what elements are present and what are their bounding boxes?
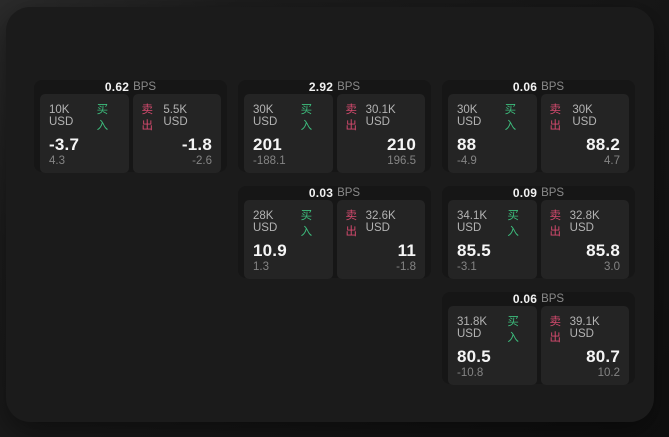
- sell-sub-value: -1.8: [396, 261, 416, 273]
- bps-header: 0.06 BPS: [442, 80, 635, 94]
- buy-amount: 34.1K USD: [457, 210, 488, 234]
- bps-unit-label: BPS: [337, 187, 361, 199]
- bps-unit-label: BPS: [133, 81, 157, 93]
- sell-sub-value: 196.5: [387, 155, 416, 167]
- buy-price: 80.5: [457, 347, 491, 366]
- bps-value: 0.03: [308, 186, 334, 200]
- buy-price: 201: [253, 135, 282, 154]
- sell-amount: 32.6K USD: [365, 210, 396, 234]
- sell-side-label: 卖出: [345, 104, 358, 132]
- quote-card-body: 10K USD 买入 -3.7 4.3 卖出 5.5K USD -1.8 -2.…: [34, 94, 227, 179]
- sell-price: 210: [387, 135, 416, 154]
- buy-price: -3.7: [49, 135, 80, 154]
- buy-sub-value: 4.3: [49, 155, 65, 167]
- buy-side-label: 买入: [504, 104, 517, 132]
- buy-amount: 28K USD: [253, 210, 278, 234]
- buy-side-label: 买入: [300, 210, 313, 238]
- buy-sub-value: 1.3: [253, 261, 269, 273]
- buy-sub-value: -4.9: [457, 155, 477, 167]
- sell-sub-value: -2.6: [192, 155, 212, 167]
- buy-side-label: 买入: [507, 210, 519, 238]
- sell-panel[interactable]: 卖出 32.6K USD 11 -1.8: [336, 200, 425, 279]
- quote-card: 0.06 BPS 30K USD 买入 88 -4.9 卖出 30K USD: [442, 80, 635, 173]
- bps-unit-label: BPS: [337, 81, 361, 93]
- sell-price: 85.8: [586, 241, 620, 260]
- quote-card: 0.62 BPS 10K USD 买入 -3.7 4.3 卖出 5.5K USD: [34, 80, 227, 173]
- quote-cards-grid: 0.62 BPS 10K USD 买入 -3.7 4.3 卖出 5.5K USD: [34, 80, 635, 385]
- sell-panel[interactable]: 卖出 32.8K USD 85.8 3.0: [540, 200, 629, 279]
- buy-sub-value: -3.1: [457, 261, 477, 273]
- sell-amount: 32.8K USD: [569, 210, 600, 234]
- bps-unit-label: BPS: [541, 293, 565, 305]
- buy-panel[interactable]: 30K USD 买入 88 -4.9: [448, 94, 537, 173]
- sell-amount: 30K USD: [572, 104, 597, 128]
- buy-panel[interactable]: 28K USD 买入 10.9 1.3: [244, 200, 333, 279]
- buy-panel[interactable]: 10K USD 买入 -3.7 4.3: [40, 94, 129, 173]
- bps-header: 0.06 BPS: [442, 292, 635, 306]
- buy-sub-value: -10.8: [457, 367, 484, 379]
- buy-amount: 10K USD: [49, 104, 74, 128]
- quote-card: 0.09 BPS 34.1K USD 买入 85.5 -3.1 卖出 32.8K…: [442, 186, 635, 279]
- sell-amount: 5.5K USD: [163, 104, 188, 128]
- sell-panel[interactable]: 卖出 30K USD 88.2 4.7: [540, 94, 629, 173]
- bps-value: 2.92: [308, 80, 334, 94]
- buy-side-label: 买入: [96, 104, 109, 132]
- buy-sub-value: -188.1: [253, 155, 286, 167]
- buy-panel[interactable]: 31.8K USD 买入 80.5 -10.8: [448, 306, 537, 385]
- bps-header: 0.62 BPS: [34, 80, 227, 94]
- bps-value: 0.09: [512, 186, 538, 200]
- quote-card-body: 28K USD 买入 10.9 1.3 卖出 32.6K USD 11 -1.8: [238, 200, 431, 285]
- quote-card-body: 34.1K USD 买入 85.5 -3.1 卖出 32.8K USD 85.8…: [442, 200, 635, 285]
- sell-amount: 30.1K USD: [365, 104, 396, 128]
- bps-header: 0.03 BPS: [238, 186, 431, 200]
- app-window: 0.62 BPS 10K USD 买入 -3.7 4.3 卖出 5.5K USD: [6, 7, 654, 422]
- sell-panel[interactable]: 卖出 30.1K USD 210 196.5: [336, 94, 425, 173]
- buy-amount: 30K USD: [253, 104, 278, 128]
- sell-price: 88.2: [586, 135, 620, 154]
- sell-side-label: 卖出: [345, 210, 358, 238]
- buy-price: 88: [457, 135, 477, 154]
- sell-sub-value: 10.2: [597, 367, 620, 379]
- bps-header: 2.92 BPS: [238, 80, 431, 94]
- buy-price: 85.5: [457, 241, 491, 260]
- sell-amount: 39.1K USD: [569, 316, 600, 340]
- buy-side-label: 买入: [300, 104, 313, 132]
- sell-panel[interactable]: 卖出 5.5K USD -1.8 -2.6: [132, 94, 221, 173]
- bps-header: 0.09 BPS: [442, 186, 635, 200]
- sell-side-label: 卖出: [549, 210, 562, 238]
- sell-price: -1.8: [181, 135, 212, 154]
- quote-card: 0.03 BPS 28K USD 买入 10.9 1.3 卖出 32.6K US…: [238, 186, 431, 279]
- buy-panel[interactable]: 34.1K USD 买入 85.5 -3.1: [448, 200, 537, 279]
- sell-side-label: 卖出: [549, 104, 562, 132]
- bps-value: 0.06: [512, 80, 538, 94]
- quote-card-body: 30K USD 买入 201 -188.1 卖出 30.1K USD 210 1…: [238, 94, 431, 179]
- sell-sub-value: 3.0: [604, 261, 620, 273]
- quote-card-body: 31.8K USD 买入 80.5 -10.8 卖出 39.1K USD 80.…: [442, 306, 635, 391]
- sell-side-label: 卖出: [549, 316, 562, 344]
- buy-panel[interactable]: 30K USD 买入 201 -188.1: [244, 94, 333, 173]
- buy-price: 10.9: [253, 241, 287, 260]
- bps-value: 0.06: [512, 292, 538, 306]
- buy-side-label: 买入: [507, 316, 519, 344]
- buy-amount: 30K USD: [457, 104, 482, 128]
- bps-unit-label: BPS: [541, 81, 565, 93]
- sell-price: 11: [397, 241, 416, 260]
- bps-unit-label: BPS: [541, 187, 565, 199]
- quote-card: 0.06 BPS 31.8K USD 买入 80.5 -10.8 卖出 39.1…: [442, 292, 635, 385]
- bps-value: 0.62: [104, 80, 130, 94]
- sell-panel[interactable]: 卖出 39.1K USD 80.7 10.2: [540, 306, 629, 385]
- quote-card-body: 30K USD 买入 88 -4.9 卖出 30K USD 88.2 4.7: [442, 94, 635, 179]
- sell-price: 80.7: [586, 347, 620, 366]
- sell-sub-value: 4.7: [604, 155, 620, 167]
- quote-card: 2.92 BPS 30K USD 买入 201 -188.1 卖出 30.1K …: [238, 80, 431, 173]
- sell-side-label: 卖出: [141, 104, 154, 132]
- buy-amount: 31.8K USD: [457, 316, 488, 340]
